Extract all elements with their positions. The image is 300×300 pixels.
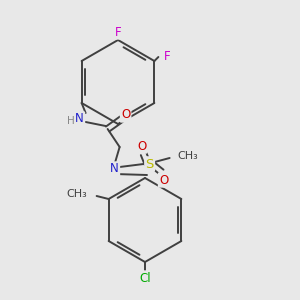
Text: O: O	[159, 173, 168, 187]
Text: F: F	[164, 50, 171, 64]
Text: S: S	[146, 158, 154, 170]
Text: N: N	[75, 112, 84, 125]
Text: Cl: Cl	[139, 272, 151, 284]
Text: O: O	[121, 109, 130, 122]
Text: H: H	[67, 116, 74, 126]
Text: CH₃: CH₃	[178, 151, 198, 161]
Text: CH₃: CH₃	[66, 189, 87, 199]
Text: O: O	[137, 140, 146, 152]
Text: N: N	[110, 163, 119, 176]
Text: F: F	[115, 26, 121, 38]
